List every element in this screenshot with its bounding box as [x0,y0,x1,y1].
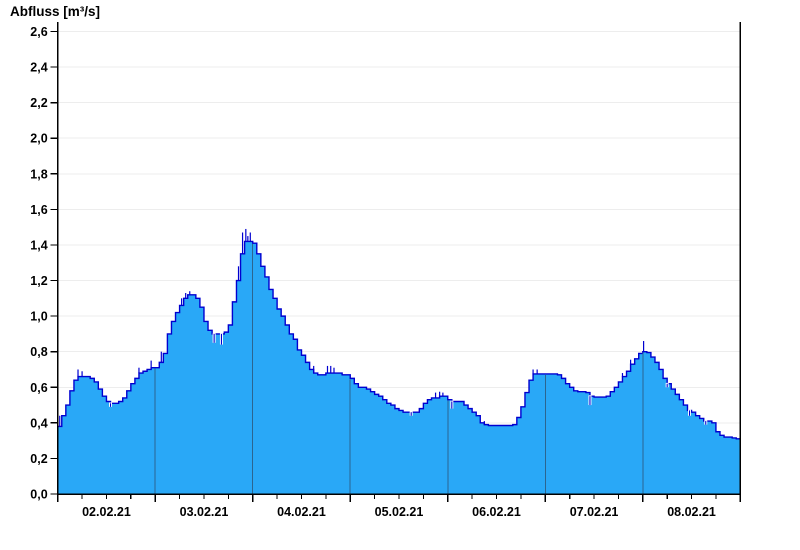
svg-text:03.02.21: 03.02.21 [180,505,229,519]
svg-text:2,4: 2,4 [30,61,47,75]
day-boundary-lines [154,244,644,494]
svg-text:04.02.21: 04.02.21 [277,505,326,519]
svg-text:1,4: 1,4 [30,238,47,252]
svg-text:0,0: 0,0 [30,488,47,502]
svg-text:2,0: 2,0 [30,132,47,146]
svg-text:2,2: 2,2 [30,96,47,110]
svg-text:0,8: 0,8 [30,345,47,359]
svg-text:1,2: 1,2 [30,274,47,288]
chart-title: Abfluss [m³/s] [10,4,101,19]
svg-text:05.02.21: 05.02.21 [375,505,424,519]
area-series [57,240,741,494]
svg-text:08.02.21: 08.02.21 [667,505,716,519]
svg-text:1,8: 1,8 [30,167,47,181]
svg-text:0,6: 0,6 [30,381,47,395]
svg-text:1,6: 1,6 [30,203,47,217]
svg-text:07.02.21: 07.02.21 [570,505,619,519]
x-ticks [57,494,741,502]
svg-text:2,6: 2,6 [30,25,47,39]
y-tick-labels: 0,0 0,2 0,4 0,6 0,8 1,0 1,2 1,4 1,6 1,8 2,0 2,2 2,4 2… [30,25,47,502]
svg-text:1,0: 1,0 [30,310,47,324]
y-ticks [50,30,58,495]
svg-text:02.02.21: 02.02.21 [82,505,131,519]
svg-text:06.02.21: 06.02.21 [472,505,521,519]
x-tick-labels: 02.02.21 03.02.21 04.02.21 05.02.21 06.02.21… [82,505,716,519]
svg-text:0,2: 0,2 [30,452,47,466]
svg-text:0,4: 0,4 [30,416,47,430]
noise-spikes [59,228,708,427]
